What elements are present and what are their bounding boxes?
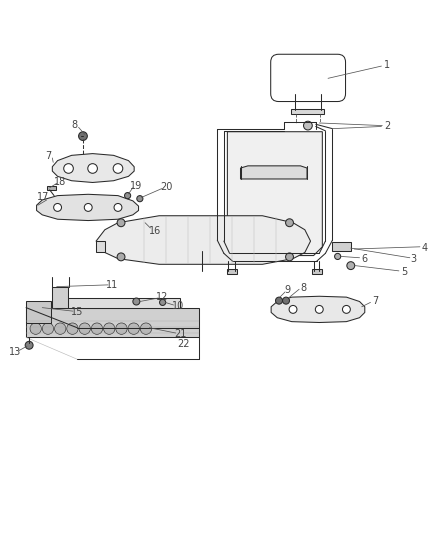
Text: 13: 13 [9, 348, 21, 357]
Text: 6: 6 [361, 254, 367, 264]
Circle shape [84, 204, 92, 212]
Circle shape [275, 297, 282, 304]
Bar [26, 301, 51, 324]
Polygon shape [240, 166, 306, 179]
Polygon shape [227, 132, 321, 255]
Circle shape [128, 323, 139, 334]
Polygon shape [201, 240, 217, 251]
Circle shape [113, 164, 123, 173]
Text: 11: 11 [106, 280, 118, 290]
Circle shape [117, 253, 125, 261]
Text: 3: 3 [409, 254, 415, 264]
Text: 1: 1 [383, 60, 389, 70]
Circle shape [67, 323, 78, 334]
Circle shape [342, 305, 350, 313]
Text: 7: 7 [45, 151, 51, 161]
Text: 21: 21 [173, 329, 186, 340]
Bar [290, 109, 323, 114]
Bar [227, 269, 237, 273]
Circle shape [103, 323, 115, 334]
Circle shape [137, 196, 143, 201]
Circle shape [53, 204, 61, 212]
Circle shape [88, 164, 97, 173]
FancyBboxPatch shape [270, 54, 345, 101]
Bar [311, 269, 321, 273]
Circle shape [334, 253, 340, 260]
Circle shape [285, 253, 293, 261]
Polygon shape [36, 195, 138, 221]
Circle shape [314, 305, 322, 313]
Bar [26, 308, 198, 337]
Polygon shape [96, 216, 310, 264]
Bar [55, 298, 180, 308]
Text: 15: 15 [71, 308, 83, 318]
Circle shape [79, 323, 90, 334]
Text: 20: 20 [159, 182, 172, 192]
Circle shape [282, 297, 289, 304]
Circle shape [78, 132, 87, 141]
Polygon shape [96, 241, 105, 253]
Bar [46, 185, 56, 190]
Text: 22: 22 [177, 340, 189, 350]
Text: 4: 4 [420, 243, 426, 253]
Circle shape [42, 323, 53, 334]
Circle shape [116, 323, 127, 334]
Circle shape [25, 341, 33, 349]
Text: 7: 7 [371, 296, 377, 305]
Circle shape [133, 298, 140, 305]
Text: 12: 12 [156, 292, 169, 302]
Polygon shape [52, 154, 134, 182]
Text: 17: 17 [37, 192, 49, 203]
Circle shape [64, 164, 73, 173]
Bar [52, 287, 67, 308]
Polygon shape [271, 296, 364, 322]
Circle shape [140, 323, 151, 334]
Text: 18: 18 [54, 176, 66, 187]
Circle shape [114, 204, 122, 212]
Text: 8: 8 [71, 120, 77, 130]
Circle shape [124, 192, 131, 199]
Circle shape [288, 305, 296, 313]
Text: 10: 10 [171, 301, 184, 311]
Circle shape [54, 323, 66, 334]
Circle shape [117, 219, 125, 227]
Text: 9: 9 [284, 285, 290, 295]
Circle shape [159, 300, 165, 305]
Circle shape [30, 323, 41, 334]
Circle shape [303, 121, 311, 130]
Polygon shape [332, 243, 350, 251]
Circle shape [346, 262, 354, 270]
Text: 19: 19 [130, 181, 142, 190]
Text: 2: 2 [384, 122, 390, 132]
Circle shape [285, 219, 293, 227]
Text: 5: 5 [400, 266, 406, 277]
Text: 16: 16 [148, 225, 160, 236]
Text: 8: 8 [300, 282, 306, 293]
Circle shape [91, 323, 102, 334]
